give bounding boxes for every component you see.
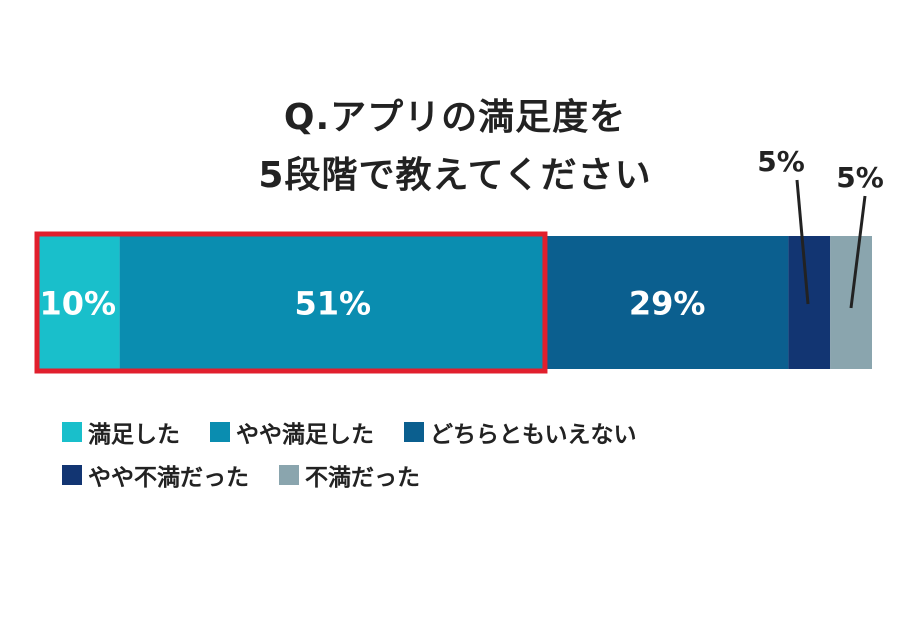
legend-swatch bbox=[62, 465, 82, 485]
legend-item-satisfied: 満足した bbox=[62, 415, 180, 449]
data-label-neutral: 29% bbox=[629, 285, 706, 323]
legend-label: どちらともいえない bbox=[430, 422, 637, 448]
legend-label: やや不満だった bbox=[88, 465, 249, 491]
chart-title-line-1: Q.アプリの満足度を bbox=[283, 97, 627, 138]
legend-swatch bbox=[62, 422, 82, 442]
bar-segment-somewhat-satisfied bbox=[119, 236, 546, 369]
chart-title-line-2: 5段階で教えてください bbox=[258, 155, 652, 196]
legend-item-somewhat-satisfied: やや満足した bbox=[210, 415, 374, 449]
data-label-satisfied: 10% bbox=[40, 285, 117, 323]
data-label-somewhat-dissatisfied: 5% bbox=[757, 145, 805, 178]
bar-segment-satisfied bbox=[36, 236, 120, 369]
legend-item-somewhat-dissatisfied: やや不満だった bbox=[62, 458, 249, 492]
legend-label: やや満足した bbox=[236, 422, 374, 448]
legend-label: 不満だった bbox=[305, 465, 420, 491]
legend-item-dissatisfied: 不満だった bbox=[279, 458, 420, 492]
data-label-somewhat-satisfied: 51% bbox=[294, 285, 371, 323]
legend-swatch bbox=[210, 422, 230, 442]
leader-line-somewhat-dissatisfied bbox=[795, 179, 810, 305]
data-label-dissatisfied: 5% bbox=[836, 161, 884, 194]
bar-segment-neutral bbox=[545, 236, 789, 369]
legend-swatch bbox=[279, 465, 299, 485]
leader-line-dissatisfied bbox=[849, 195, 867, 309]
highlight-box bbox=[34, 231, 548, 374]
legend-row-2: やや不満だった 不満だった bbox=[62, 458, 450, 492]
legend-label: 満足した bbox=[88, 422, 180, 448]
legend-item-neutral: どちらともいえない bbox=[404, 415, 637, 449]
legend-swatch bbox=[404, 422, 424, 442]
legend-row-1: 満足した やや満足した どちらともいえない bbox=[62, 415, 667, 449]
